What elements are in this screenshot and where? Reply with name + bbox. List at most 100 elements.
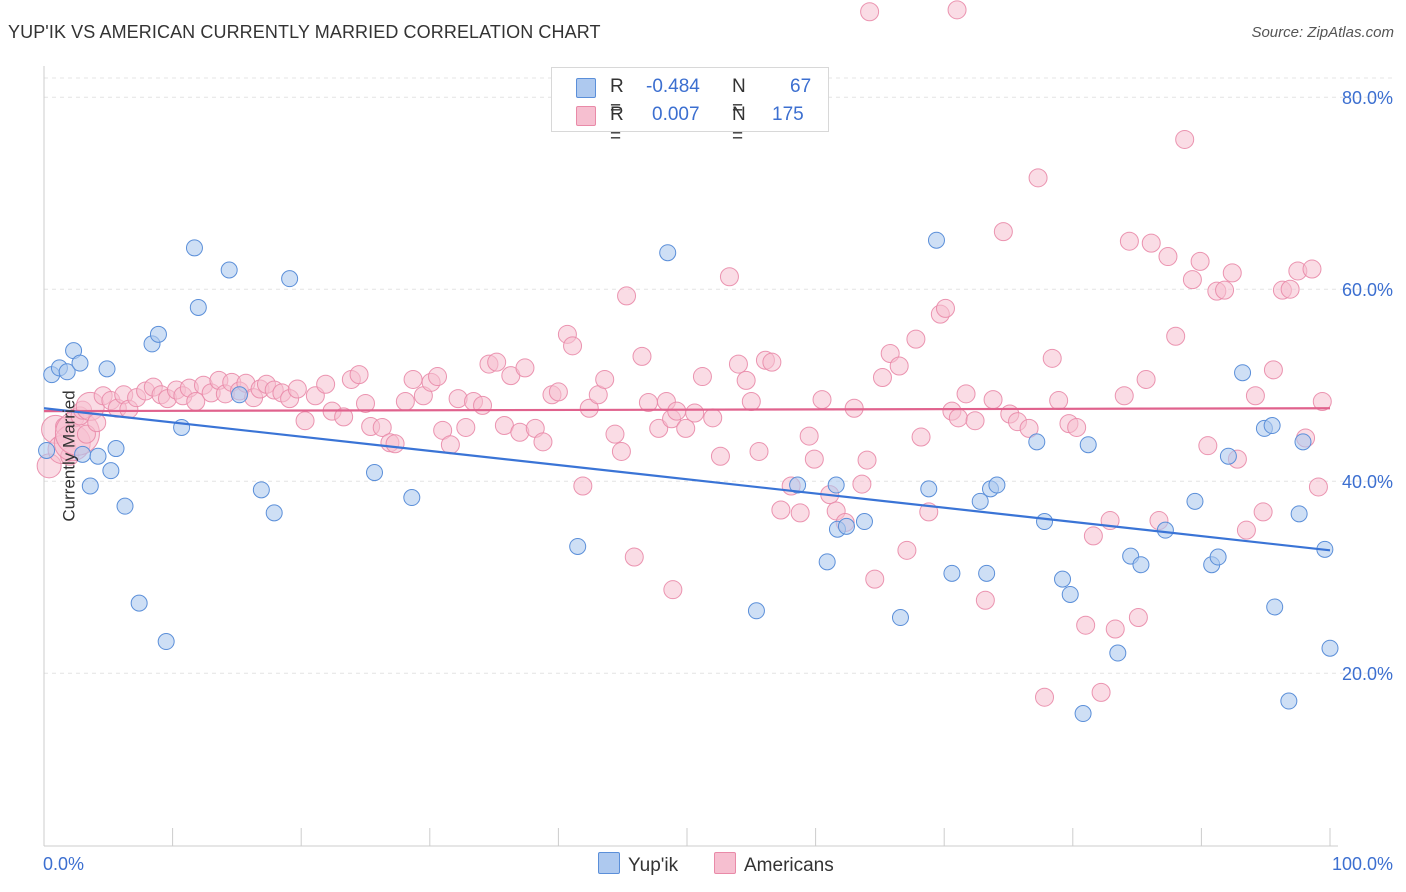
yupik-point	[927, 231, 945, 249]
yupik-point	[943, 564, 961, 582]
americans-point	[911, 427, 931, 447]
americans-point	[385, 434, 405, 454]
y-tick-label: 60.0%	[1342, 280, 1393, 300]
yupik-point	[1061, 585, 1079, 603]
yupik-point	[366, 464, 384, 482]
yupik-point	[1209, 548, 1227, 566]
americans-point	[741, 392, 761, 412]
americans-point	[1182, 270, 1202, 290]
americans-point	[1245, 386, 1265, 406]
yupik-point	[978, 564, 996, 582]
americans-point	[605, 424, 625, 444]
yupik-point	[58, 363, 76, 381]
americans-point	[1308, 477, 1328, 497]
americans-point	[448, 389, 468, 409]
tick-labels: 20.0% 40.0% 60.0% 80.0% 0.0% 100.0%	[43, 88, 1393, 874]
yupik-point	[1109, 644, 1127, 662]
americans-point	[1114, 386, 1134, 406]
americans-point	[403, 369, 423, 389]
yupik-point	[827, 476, 845, 494]
yupik-point	[1294, 433, 1312, 451]
yupik-point	[38, 441, 56, 459]
americans-point	[975, 590, 995, 610]
legend-n-label: N =	[732, 76, 746, 119]
y-tick-label: 20.0%	[1342, 664, 1393, 684]
americans-point	[1158, 247, 1178, 267]
americans-point	[1302, 259, 1322, 279]
americans-point	[1263, 360, 1283, 380]
americans-point	[1253, 502, 1273, 522]
americans-point	[1083, 526, 1103, 546]
americans-point	[1190, 251, 1210, 271]
yupik-point	[1234, 364, 1252, 382]
legend-r-value: 0.007	[652, 104, 700, 125]
americans-point	[428, 367, 448, 387]
americans-point	[799, 426, 819, 446]
americans-point	[573, 476, 593, 496]
yupik-point	[789, 476, 807, 494]
americans-point	[1119, 231, 1139, 251]
legend-n-value: 67	[790, 76, 812, 97]
yupik-trend-line	[43, 407, 1331, 552]
x-tick-label: 100.0%	[1332, 854, 1393, 874]
yupik-point	[89, 447, 107, 465]
yupik-point	[157, 633, 175, 651]
yupik-point	[81, 477, 99, 495]
americans-point	[611, 441, 631, 461]
yupik-point	[149, 325, 167, 343]
americans-point	[812, 390, 832, 410]
americans-point	[736, 370, 756, 390]
yupik-point	[659, 244, 677, 262]
americans-point	[1076, 615, 1096, 635]
americans-point	[395, 392, 415, 412]
americans-point	[579, 398, 599, 418]
yupik-point	[747, 602, 765, 620]
yupik-point	[891, 609, 909, 627]
americans-point	[906, 329, 926, 349]
americans-point	[632, 346, 652, 366]
axes	[43, 66, 1338, 847]
americans-point	[295, 411, 315, 431]
americans-point	[692, 367, 712, 387]
americans-point	[852, 474, 872, 494]
americans-point	[515, 358, 535, 378]
americans-point	[983, 390, 1003, 410]
yupik-point	[265, 504, 283, 522]
americans-point	[487, 352, 507, 372]
yupik-point	[1290, 505, 1308, 523]
americans-point	[316, 374, 336, 394]
series-swatch-americans	[714, 852, 736, 874]
yupik-point	[130, 594, 148, 612]
americans-point	[1091, 682, 1111, 702]
americans-point	[349, 365, 369, 385]
americans-point	[1166, 326, 1186, 346]
americans-point	[663, 580, 683, 600]
americans-point	[676, 418, 696, 438]
yupik-point	[988, 476, 1006, 494]
yupik-point	[1079, 436, 1097, 454]
americans-point	[1175, 129, 1195, 149]
americans-point	[440, 435, 460, 455]
yupik-point	[1219, 447, 1237, 465]
trend-lines	[43, 407, 1331, 552]
yupik-point	[855, 513, 873, 531]
americans-point	[762, 352, 782, 372]
yupik-point	[920, 480, 938, 498]
correlation-legend: R = -0.484 N = 67 R = 0.007 N = 175	[551, 67, 829, 147]
americans-point	[790, 503, 810, 523]
americans-point	[1222, 263, 1242, 283]
yupik-point	[1074, 705, 1092, 723]
americans-point	[667, 401, 687, 421]
americans-point	[1067, 417, 1087, 437]
americans-point	[287, 379, 307, 399]
yupik-point	[818, 553, 836, 571]
yupik-point	[189, 298, 207, 316]
americans-point	[1128, 608, 1148, 628]
legend-n-value: 175	[772, 104, 804, 125]
yupik-point	[107, 440, 125, 458]
yupik-point	[281, 270, 299, 288]
americans-point	[1049, 391, 1069, 411]
yupik-point	[71, 354, 89, 372]
yupik-point	[1321, 639, 1339, 657]
americans-point	[1215, 280, 1235, 300]
